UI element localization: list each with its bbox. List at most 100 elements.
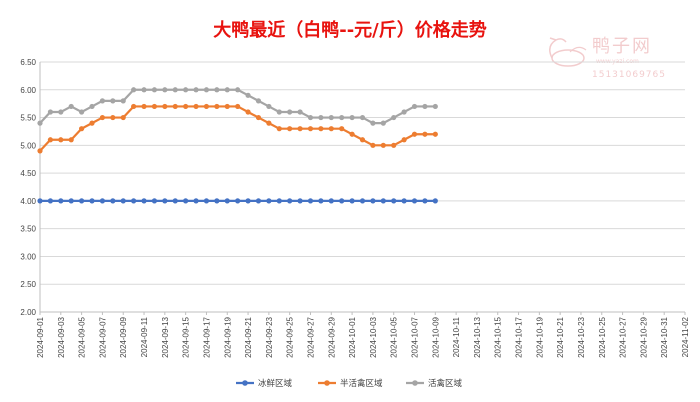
data-point: [235, 87, 241, 93]
x-tick-label: 2024-11-02: [681, 316, 690, 357]
data-point: [89, 103, 95, 110]
data-point: [245, 92, 251, 98]
y-tick-label: 5.50: [20, 114, 36, 123]
data-point: [266, 198, 272, 204]
data-point: [110, 114, 116, 121]
y-tick-label: 3.00: [20, 252, 36, 261]
x-tick-label: 2024-09-13: [161, 316, 170, 357]
x-tick-label: 2024-09-11: [140, 316, 149, 357]
legend: 冰鲜区域 半活禽区域 活禽区域: [236, 378, 463, 389]
data-point: [287, 109, 293, 115]
data-point: [183, 103, 189, 110]
data-point: [370, 120, 376, 126]
x-tick-label: 2024-09-15: [182, 316, 191, 357]
data-point: [297, 126, 303, 132]
data-point: [193, 198, 199, 204]
data-point: [110, 198, 116, 204]
data-point: [411, 131, 418, 137]
x-tick-label: 2024-09-17: [202, 316, 211, 357]
legend-marker: [324, 380, 330, 386]
data-point: [255, 198, 262, 204]
data-point: [276, 198, 282, 204]
series-lines: [37, 87, 438, 204]
data-point: [162, 87, 168, 93]
y-tick-label: 4.00: [20, 197, 36, 206]
y-tick-label: 4.50: [20, 169, 36, 178]
data-point: [287, 126, 293, 132]
data-point: [99, 198, 106, 204]
data-point: [110, 98, 116, 104]
data-point: [307, 198, 314, 204]
y-tick-label: 6.00: [20, 86, 36, 95]
data-point: [37, 148, 43, 154]
x-axis-ticks: 2024-09-01 2024-09-03 2024-09-05 2024-09-07…: [36, 312, 690, 358]
data-point: [58, 109, 64, 115]
data-point: [318, 114, 324, 121]
data-point: [287, 198, 293, 204]
data-point: [120, 98, 126, 104]
watermark-phone: 15131069765: [592, 70, 666, 80]
data-point: [151, 103, 158, 110]
x-tick-label: 2024-09-07: [98, 316, 107, 357]
data-point: [214, 87, 220, 93]
x-tick-label: 2024-10-21: [556, 316, 565, 357]
data-point: [68, 198, 74, 204]
data-point: [235, 198, 241, 204]
data-point: [47, 198, 54, 204]
data-point: [162, 103, 168, 110]
data-point: [422, 131, 428, 137]
data-point: [151, 87, 158, 93]
data-point: [422, 103, 428, 110]
x-tick-label: 2024-10-25: [598, 316, 607, 357]
data-point: [141, 103, 147, 110]
y-tick-label: 5.00: [20, 141, 36, 150]
data-point: [380, 142, 386, 148]
data-point: [203, 103, 210, 110]
data-point: [68, 103, 74, 110]
data-point: [172, 103, 178, 110]
x-tick-label: 2024-10-17: [515, 316, 524, 357]
data-point: [401, 198, 407, 204]
data-point: [328, 114, 334, 121]
data-point: [58, 198, 64, 204]
data-point: [89, 120, 95, 126]
data-point: [235, 103, 241, 110]
x-tick-label: 2024-10-13: [473, 316, 482, 357]
data-point: [37, 198, 43, 204]
data-point: [131, 103, 137, 110]
x-tick-label: 2024-10-15: [494, 316, 503, 357]
data-point: [151, 198, 158, 204]
data-point: [432, 103, 438, 110]
data-point: [79, 109, 85, 115]
x-tick-label: 2024-10-01: [348, 316, 357, 357]
data-point: [307, 114, 314, 121]
data-point: [245, 198, 251, 204]
data-point: [224, 198, 230, 204]
data-point: [224, 103, 230, 110]
data-point: [349, 131, 355, 137]
data-point: [131, 87, 137, 93]
x-tick-label: 2024-10-23: [577, 316, 586, 357]
x-tick-label: 2024-09-27: [306, 316, 315, 357]
data-point: [297, 109, 303, 115]
data-point: [172, 87, 178, 93]
chart-title: 大鸭最近（白鸭--元/斤）价格走势: [213, 19, 487, 41]
data-point: [359, 137, 366, 143]
data-point: [411, 198, 418, 204]
data-point: [172, 198, 178, 204]
data-point: [297, 198, 303, 204]
data-point: [89, 198, 95, 204]
data-point: [307, 126, 314, 132]
x-tick-label: 2024-10-09: [431, 316, 440, 357]
data-point: [58, 137, 64, 143]
axes: [39, 62, 685, 313]
series-1: [37, 198, 438, 204]
y-axis-ticks: 6.50 6.00 5.50 5.00 4.50 4.00 3.50 3.00 2.50 2.00: [20, 58, 36, 317]
data-point: [401, 137, 407, 143]
data-point: [422, 198, 428, 204]
x-tick-label: 2024-10-29: [639, 316, 648, 357]
watermark-logo: 鸭子网 www.yazi.com 15131069765: [549, 36, 666, 80]
data-point: [276, 109, 282, 115]
data-point: [359, 114, 366, 121]
